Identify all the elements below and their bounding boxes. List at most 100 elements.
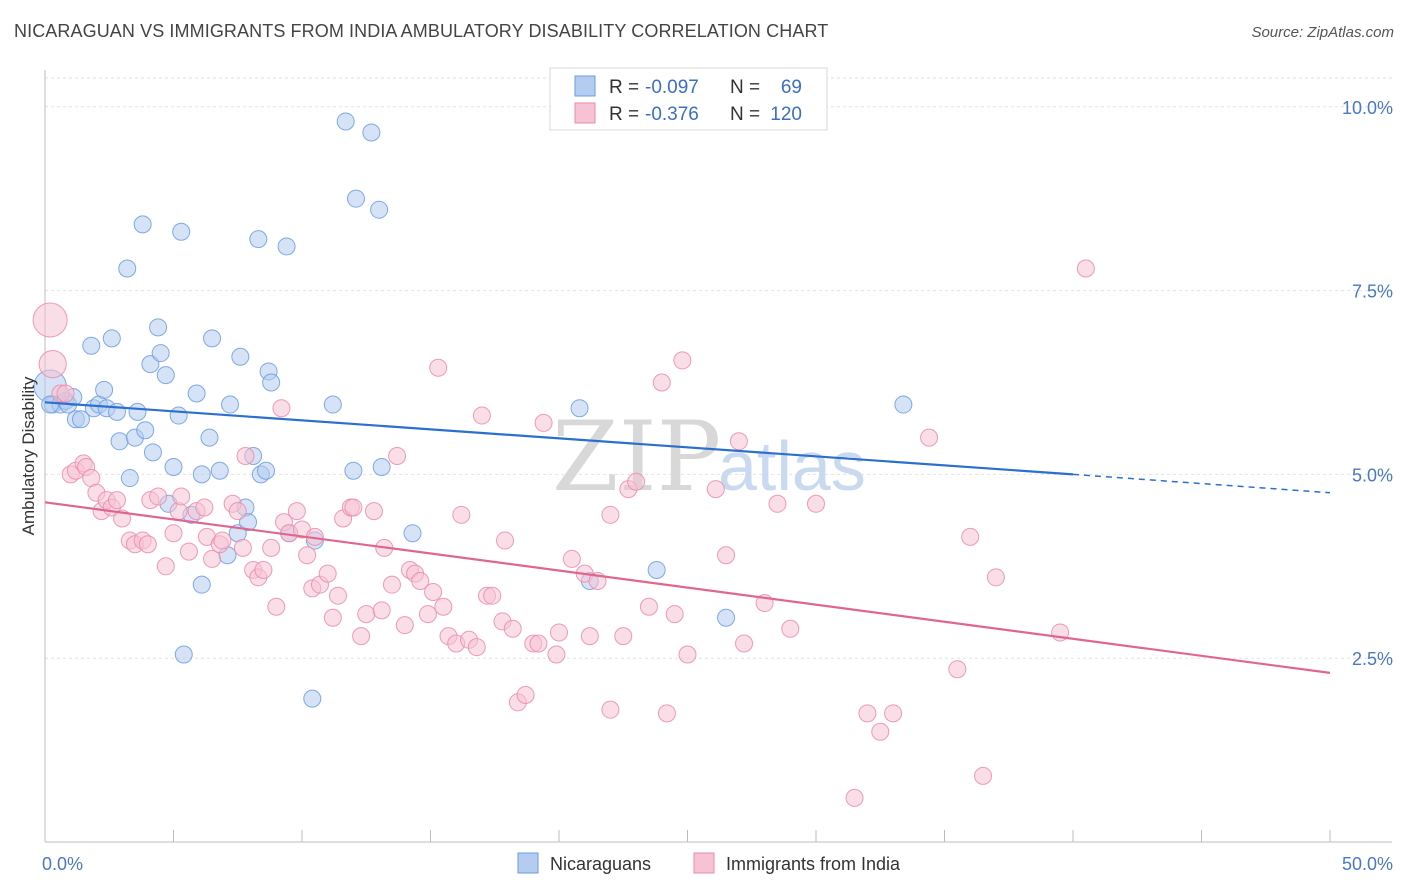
point-nicaraguans <box>257 461 276 480</box>
point-nicaraguans <box>102 329 121 348</box>
point-india <box>267 597 286 616</box>
point-nicaraguans <box>41 395 60 414</box>
trend-line-india <box>44 501 1331 674</box>
point-india <box>547 645 566 664</box>
point-india <box>138 535 157 554</box>
point-india <box>228 502 247 521</box>
point-nicaraguans <box>133 215 152 234</box>
point-nicaraguans <box>110 432 129 451</box>
data-points <box>32 112 1095 807</box>
point-india <box>107 491 126 510</box>
point-india <box>639 597 658 616</box>
point-nicaraguans <box>403 524 422 543</box>
point-india <box>195 498 214 517</box>
series-legend-swatch-india <box>693 852 715 874</box>
point-india <box>382 575 401 594</box>
point-india <box>781 619 800 638</box>
y-tick-label: 5.0% <box>1352 465 1393 485</box>
point-nicaraguans <box>156 366 175 385</box>
trend-lines <box>44 401 1331 674</box>
y-tick-labels: 2.5% 5.0% 7.5% 10.0% <box>1342 98 1393 669</box>
point-india <box>272 399 291 418</box>
point-india <box>483 586 502 605</box>
point-india <box>534 413 553 432</box>
point-india <box>424 583 443 602</box>
point-india <box>149 487 168 506</box>
point-india <box>429 358 448 377</box>
point-india <box>298 546 317 565</box>
point-india <box>254 560 273 579</box>
point-nicaraguans <box>346 189 365 208</box>
axes <box>44 70 1392 843</box>
point-india <box>807 494 825 513</box>
point-india <box>395 616 414 635</box>
point-india <box>657 704 676 723</box>
point-india <box>172 487 191 506</box>
point-india <box>323 608 342 627</box>
source-label: Source: ZipAtlas.com <box>1251 24 1394 41</box>
point-nicaraguans <box>71 410 90 429</box>
point-nicaraguans <box>717 608 736 627</box>
legend-r-value-2: -0.376 <box>645 104 699 125</box>
point-nicaraguans <box>372 458 391 477</box>
point-india <box>884 704 903 723</box>
point-india <box>372 601 391 620</box>
point-india <box>56 384 75 403</box>
point-india <box>236 447 255 465</box>
trend-line-extension-nicaraguans <box>1072 473 1331 494</box>
point-india <box>986 568 1005 587</box>
legend-r-label-2: R = <box>609 104 639 125</box>
legend-r-value-1: -0.097 <box>645 77 699 98</box>
point-india <box>287 502 306 521</box>
point-nicaraguans <box>570 399 589 418</box>
point-india <box>364 502 383 521</box>
point-nicaraguans <box>95 380 114 399</box>
legend-n-value-2: 120 <box>770 104 802 125</box>
point-nicaraguans <box>303 689 322 708</box>
y-tick-label: 7.5% <box>1352 282 1393 302</box>
point-nicaraguans <box>344 461 363 480</box>
point-india <box>233 538 252 557</box>
point-india <box>529 634 548 653</box>
point-nicaraguans <box>169 406 188 425</box>
point-india <box>388 447 407 465</box>
point-india <box>550 623 568 642</box>
legend-swatch-nicaraguans <box>574 75 596 97</box>
point-india <box>717 546 736 565</box>
series-legend-swatch-nicaraguans <box>517 852 539 874</box>
legend-n-value-1: 69 <box>781 77 802 98</box>
point-india <box>318 564 337 583</box>
point-india <box>213 531 232 550</box>
point-india <box>262 538 281 557</box>
point-india <box>1076 259 1095 278</box>
point-india <box>627 472 646 491</box>
point-india <box>580 627 599 646</box>
point-india <box>601 505 620 524</box>
legend-r-label-1: R = <box>609 77 639 98</box>
point-nicaraguans <box>200 428 219 447</box>
point-india <box>665 605 684 624</box>
point-india <box>113 509 132 528</box>
point-india <box>948 660 967 679</box>
point-india <box>156 557 175 576</box>
legend-n-label-1: N = <box>730 77 760 98</box>
point-india <box>735 634 754 653</box>
point-india <box>503 619 522 638</box>
point-nicaraguans <box>336 112 355 131</box>
point-india <box>920 428 939 447</box>
trend-line-nicaraguans <box>44 401 1074 476</box>
legend-swatch-india <box>574 102 596 124</box>
point-india <box>418 605 437 624</box>
point-india <box>768 494 787 513</box>
x-tick-label-min: 0.0% <box>42 854 83 874</box>
point-india <box>411 571 430 590</box>
watermark: ZIP atlas <box>552 401 866 513</box>
point-nicaraguans <box>82 336 101 355</box>
y-tick-label: 10.0% <box>1342 98 1393 118</box>
point-india <box>706 480 725 499</box>
point-india <box>467 638 486 657</box>
point-india <box>652 373 671 392</box>
point-nicaraguans <box>647 560 666 579</box>
point-nicaraguans <box>894 395 913 414</box>
